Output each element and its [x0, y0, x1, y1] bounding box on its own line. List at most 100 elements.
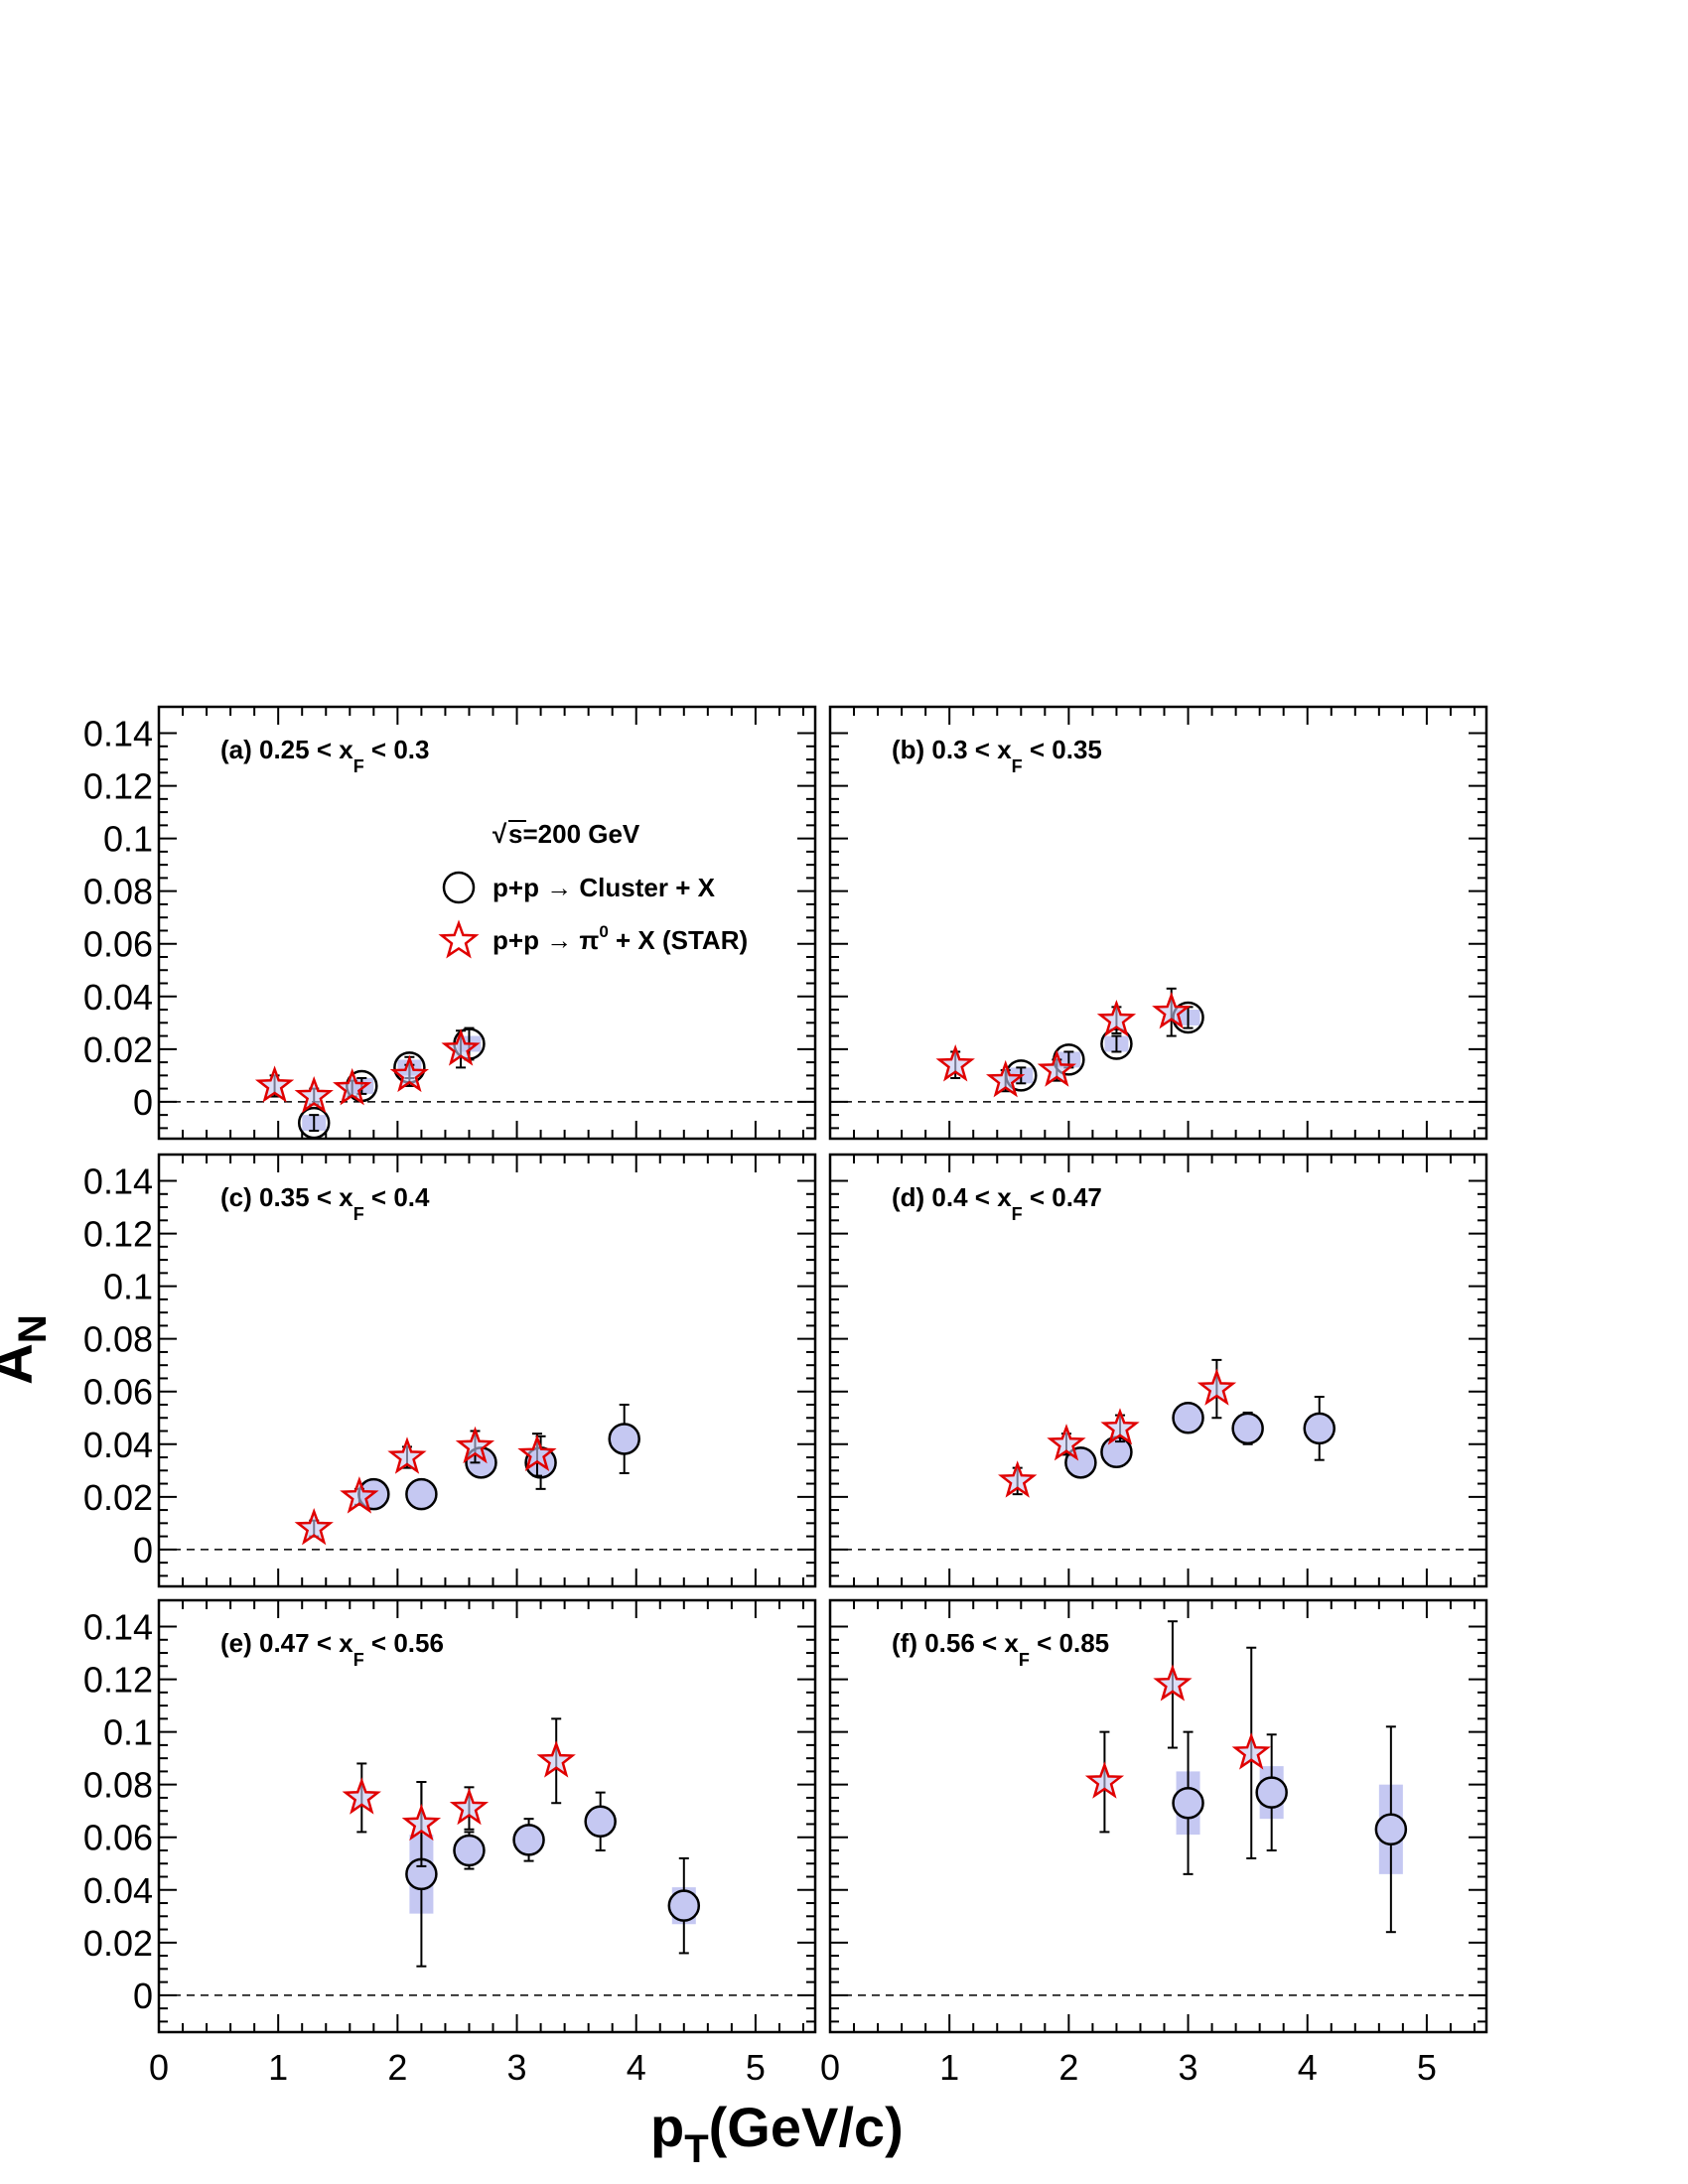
- cluster-point: [608, 1423, 640, 1455]
- panel-frame: [157, 705, 817, 1141]
- y-tick-label: 0.14: [83, 1607, 153, 1648]
- panel-label: (d) 0.4 < xF < 0.47: [892, 1182, 1102, 1224]
- y-tick-label: 0.04: [83, 977, 153, 1018]
- panel-b: (b) 0.3 < xF < 0.35: [828, 705, 1488, 1141]
- y-tick-label: 0.1: [103, 819, 153, 860]
- star-point: [1100, 1408, 1140, 1445]
- star-point: [1153, 1664, 1193, 1702]
- legend-sqrt-symbol: √: [492, 819, 507, 849]
- y-tick-label: 0.02: [83, 1477, 153, 1518]
- cluster-point: [512, 1824, 545, 1856]
- y-tick-label: 0.06: [83, 924, 153, 965]
- x-axis-title: pT(GeV/c): [650, 2096, 904, 2171]
- legend-energy: s=200 GeV: [508, 819, 640, 849]
- y-tick-label: 0.12: [83, 1660, 153, 1701]
- x-axis-title-p: p: [650, 2096, 684, 2158]
- panel-frame: [828, 1153, 1488, 1588]
- panel-c: 0 0.02 0.04 0.06 0.08 0.1 0.12 0.14 (c) 0.35 < x…: [83, 1153, 817, 1588]
- y-tick-label: 0.06: [83, 1818, 153, 1858]
- star-point: [387, 1436, 427, 1474]
- star-point: [1096, 999, 1137, 1037]
- cluster-point: [584, 1805, 617, 1839]
- y-tick-label: 0: [133, 1976, 153, 2016]
- star-point: [389, 1054, 429, 1093]
- star-point: [254, 1065, 295, 1103]
- star-point: [441, 1028, 481, 1066]
- y-tick-label: 0.06: [83, 1372, 153, 1413]
- legend-star-marker: [438, 919, 480, 959]
- star-point: [1047, 1424, 1086, 1461]
- x-tick-label: 4: [627, 2047, 646, 2088]
- y-tick-label: 0.14: [83, 714, 153, 754]
- y-tick-label: 0.04: [83, 1425, 153, 1465]
- x-axis-title-units: (GeV/c): [709, 2096, 904, 2158]
- x-tick-label: 5: [1417, 2047, 1437, 2088]
- legend-pi0-label: p+p → π0 + X (STAR): [492, 922, 748, 955]
- panel-frame: [828, 1598, 1488, 2034]
- star-point: [342, 1777, 381, 1815]
- star-point: [517, 1433, 557, 1472]
- cluster-point: [1172, 1401, 1204, 1434]
- x-tick-label: 0: [149, 2047, 169, 2088]
- star-point: [1196, 1368, 1237, 1406]
- legend-pi0-text: p+p → π: [492, 925, 599, 955]
- cluster-point: [1255, 1776, 1288, 1809]
- panel-frame: [157, 1598, 817, 2034]
- panels: 00.020.040.060.080.10.120.14 (a) 0.25 < x…: [83, 705, 1488, 2088]
- y-tick-label: 0.1: [103, 1712, 153, 1753]
- cluster-point: [1172, 1786, 1204, 1820]
- panel-e: 0 0.02 0.04 0.06 0.08 0.1 0.12 0.14 0 1 2 3 4 5 (e) 0.…: [83, 1598, 817, 2088]
- star-point: [986, 1059, 1026, 1098]
- x-tick-label: 5: [746, 2047, 766, 2088]
- y-axis-title: AN: [0, 1314, 55, 1385]
- star-point: [401, 1803, 442, 1842]
- star-point: [1037, 1049, 1076, 1087]
- star-point: [449, 1787, 490, 1826]
- y-tick-label: 0.02: [83, 1923, 153, 1964]
- legend-pi0-tail: + X (STAR): [609, 925, 748, 955]
- x-tick-label: 0: [820, 2047, 840, 2088]
- y-tick-label: 0: [133, 1082, 153, 1123]
- panel-label: (f) 0.56 < xF < 0.85: [892, 1628, 1109, 1670]
- star-point: [998, 1460, 1038, 1498]
- y-tick-label: 0.08: [83, 1319, 153, 1360]
- panel-frame: [828, 705, 1488, 1141]
- star-point: [935, 1044, 975, 1082]
- x-tick-label: 3: [507, 2047, 527, 2088]
- x-tick-label: 4: [1298, 2047, 1318, 2088]
- star-point: [294, 1075, 334, 1114]
- star-point: [1152, 992, 1192, 1029]
- panel-label: (b) 0.3 < xF < 0.35: [892, 735, 1102, 776]
- cluster-point: [1374, 1813, 1408, 1846]
- y-tick-label: 0.14: [83, 1161, 153, 1202]
- y-axis-title-sub: N: [11, 1314, 55, 1343]
- y-tick-label: 0.02: [83, 1029, 153, 1070]
- star-point: [294, 1507, 334, 1546]
- y-axis-title-main: A: [0, 1343, 45, 1385]
- legend: √ s=200 GeV p+p → Cluster + X p+p → π0 +…: [438, 819, 748, 959]
- star-point: [536, 1740, 576, 1778]
- star-point: [1231, 1732, 1271, 1770]
- cluster-point: [405, 1477, 438, 1511]
- x-tick-label: 1: [268, 2047, 288, 2088]
- y-tick-label: 0.12: [83, 1214, 153, 1255]
- y-tick-label: 0.1: [103, 1267, 153, 1307]
- star-point: [455, 1426, 495, 1464]
- y-tick-label: 0: [133, 1530, 153, 1570]
- cluster-point: [667, 1889, 701, 1922]
- x-axis-title-sub: T: [684, 2127, 708, 2171]
- panel-label: (e) 0.47 < xF < 0.56: [220, 1628, 444, 1670]
- panel-label: (c) 0.35 < xF < 0.4: [220, 1182, 430, 1224]
- panel-frame: [157, 1153, 817, 1588]
- cluster-point: [297, 1106, 331, 1140]
- star-point: [333, 1067, 372, 1106]
- star-point: [1084, 1761, 1125, 1799]
- panel-d: (d) 0.4 < xF < 0.47: [828, 1153, 1488, 1588]
- panel-label: (a) 0.25 < xF < 0.3: [220, 735, 429, 776]
- legend-cluster-marker: [442, 871, 476, 904]
- cluster-point: [1231, 1412, 1264, 1445]
- y-tick-label: 0.08: [83, 1765, 153, 1806]
- x-tick-label: 2: [1058, 2047, 1078, 2088]
- panel-a: 0 0.02 0.04 0.06 0.08 0.1 0.12 0.14 (a) 0.25 < x…: [83, 705, 817, 1141]
